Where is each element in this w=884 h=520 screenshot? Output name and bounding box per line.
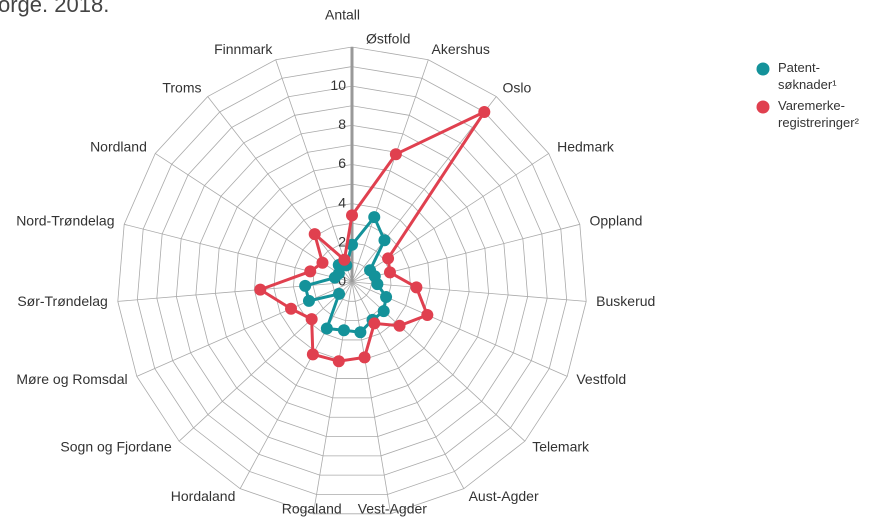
grid-ring [234, 164, 470, 399]
category-label: Sogn og Fjordane [60, 439, 172, 455]
category-label: Nord-Trøndelag [16, 213, 114, 229]
category-label: Nordland [90, 139, 147, 155]
data-point [380, 290, 393, 303]
data-point [368, 211, 381, 224]
data-point [368, 317, 381, 330]
data-point [337, 324, 350, 337]
grid-ring [156, 85, 548, 476]
y-tick-label: 10 [330, 77, 346, 93]
spoke [351, 281, 465, 489]
chart-title: orge. 2018. [0, 0, 109, 17]
grid-ring [254, 183, 450, 379]
spoke [275, 59, 353, 283]
grid-ring [117, 46, 587, 515]
legend-label: Varemerke-registreringer² [778, 98, 860, 130]
category-label: Østfold [366, 31, 410, 47]
data-point [304, 265, 317, 278]
category-label: Troms [162, 79, 201, 95]
grid-ring [195, 124, 509, 437]
category-label: Rogaland [282, 501, 342, 517]
data-point [254, 283, 267, 296]
data-point [299, 279, 312, 292]
category-label: Oppland [590, 213, 643, 229]
spoke [351, 59, 429, 283]
grid-ring [136, 66, 568, 495]
spoke [239, 281, 353, 489]
data-point [332, 355, 345, 368]
grid-ring [214, 144, 490, 418]
data-point [332, 267, 345, 280]
y-tick-label: 6 [338, 155, 346, 171]
category-label: Aust-Agder [469, 488, 539, 504]
spoke [351, 281, 526, 442]
data-point [389, 148, 402, 161]
spoke [207, 96, 353, 283]
data-point [346, 209, 358, 222]
data-point [393, 319, 406, 332]
category-label: Vest-Agder [358, 501, 428, 517]
spoke [351, 281, 587, 302]
category-label: Oslo [502, 79, 531, 95]
spoke [351, 96, 497, 283]
data-point [371, 278, 384, 291]
data-point [316, 256, 329, 269]
grid-ring [293, 222, 411, 341]
data-point [285, 302, 298, 315]
data-point [302, 294, 315, 307]
data-point [308, 228, 321, 241]
data-point [377, 305, 390, 318]
y-tick-label: 4 [338, 194, 346, 210]
spoke [178, 281, 353, 442]
data-point [305, 313, 318, 326]
category-label: Akershus [432, 41, 490, 57]
category-label: Finnmark [214, 41, 273, 57]
data-point [358, 351, 371, 364]
category-label: Buskerud [596, 293, 655, 309]
data-point [320, 322, 333, 335]
category-label: Hordaland [171, 488, 236, 504]
category-label: Telemark [532, 439, 590, 455]
data-point [382, 252, 395, 265]
data-point [333, 287, 346, 300]
data-point [306, 348, 319, 361]
data-point [410, 281, 423, 294]
data-point [421, 309, 434, 322]
grid-ring [175, 105, 529, 457]
data-point [338, 253, 351, 266]
y-tick-label: 0 [338, 273, 346, 289]
category-label: Vestfold [576, 371, 626, 387]
data-point [383, 266, 396, 279]
category-label: Sør-Trøndelag [17, 293, 108, 309]
axis-title: Antall [325, 7, 360, 23]
spoke [351, 281, 392, 514]
y-tick-label: 2 [338, 234, 346, 250]
spoke [312, 281, 353, 514]
category-label: Hedmark [557, 139, 615, 155]
data-point [378, 234, 391, 247]
legend-marker [756, 100, 770, 114]
legend-label: Patent-søknader¹ [778, 60, 837, 92]
category-label: Møre og Romsdal [16, 371, 127, 387]
y-tick-label: 8 [338, 116, 346, 132]
data-point [478, 106, 491, 119]
legend-marker [756, 62, 770, 76]
spoke [136, 281, 353, 377]
data-point [354, 326, 367, 339]
data-point [346, 238, 358, 251]
